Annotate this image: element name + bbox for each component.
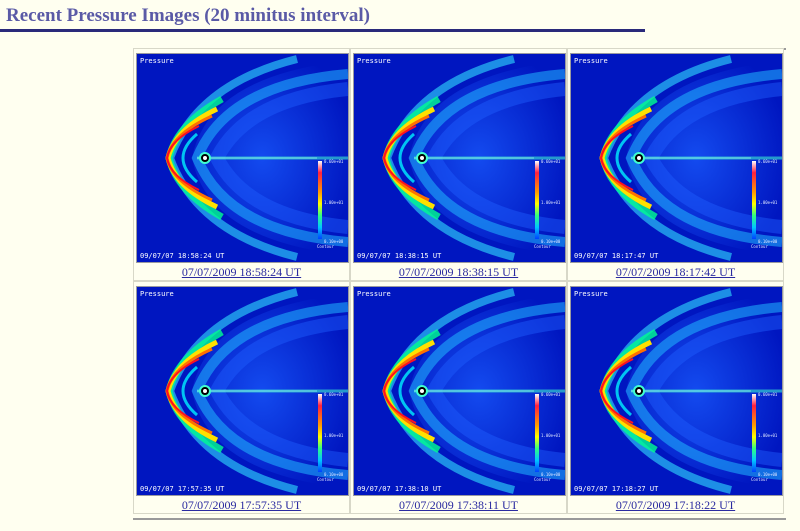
pressure-image-label: Pressure: [357, 57, 391, 65]
pressure-image-timestamp: 09/07/07 18:17:47 UT: [574, 252, 659, 260]
table-bottom-border: [133, 518, 786, 520]
page-title: Recent Pressure Images (20 minitus inter…: [6, 5, 370, 26]
colorbar-label: 0.60e+01: [758, 159, 778, 164]
image-timestamp-link[interactable]: 07/07/2009 18:17:42 UT: [615, 265, 736, 279]
pressure-image[interactable]: Pressure 09/07/07 18:17:47 UT 0.60e+01 1.00…: [570, 53, 783, 263]
colorbar-label: 1.00e+01: [758, 433, 778, 438]
pressure-image[interactable]: Pressure 09/07/07 17:57:35 UT 0.60e+01 1.00…: [136, 286, 349, 496]
image-cell: Pressure 09/07/07 17:38:10 UT 0.60e+01 1.00…: [350, 281, 567, 514]
colorbar-label: 1.00e+01: [324, 200, 344, 205]
colorbar-label: 1.00e+01: [324, 433, 344, 438]
title-divider: [0, 29, 645, 32]
pressure-image[interactable]: Pressure 09/07/07 17:38:10 UT 0.60e+01 1.00…: [353, 286, 566, 496]
image-timestamp-link[interactable]: 07/07/2009 17:38:11 UT: [399, 498, 518, 512]
image-timestamp-link[interactable]: 07/07/2009 17:18:22 UT: [615, 498, 736, 512]
colorbar-label: 1.00e+01: [758, 200, 778, 205]
pressure-image-timestamp: 09/07/07 17:38:10 UT: [357, 485, 442, 493]
colorbar-label: 0.60e+01: [324, 392, 344, 397]
image-cell: Pressure 09/07/07 18:17:47 UT 0.60e+01 1.00…: [567, 48, 784, 281]
colorbar-label: 0.60e+01: [541, 159, 561, 164]
pressure-image-label: Pressure: [140, 57, 174, 65]
colorbar-label: Contour: [317, 477, 334, 482]
colorbar-label: 0.10e+00: [758, 239, 778, 244]
image-timestamp-link[interactable]: 07/07/2009 17:57:35 UT: [181, 498, 302, 512]
pressure-image-label: Pressure: [574, 290, 608, 298]
colorbar-label: 0.60e+01: [324, 159, 344, 164]
pressure-image-label: Pressure: [357, 290, 391, 298]
colorbar-label: 0.60e+01: [541, 392, 561, 397]
image-cell: Pressure 09/07/07 18:38:15 UT 0.60e+01 1.00…: [350, 48, 567, 281]
colorbar-label: 1.00e+01: [541, 433, 561, 438]
colorbar-label: 0.10e+00: [541, 239, 561, 244]
pressure-image-label: Pressure: [140, 290, 174, 298]
colorbar-label: 0.10e+00: [758, 472, 778, 477]
colorbar-label: Contour: [317, 244, 334, 249]
pressure-image[interactable]: Pressure 09/07/07 17:18:27 UT 0.60e+01 1.00…: [570, 286, 783, 496]
pressure-image-timestamp: 09/07/07 17:57:35 UT: [140, 485, 225, 493]
image-cell: Pressure 09/07/07 17:57:35 UT 0.60e+01 1.00…: [133, 281, 350, 514]
pressure-image[interactable]: Pressure 09/07/07 18:58:24 UT 0.60e+01 1.00…: [136, 53, 349, 263]
image-timestamp-link[interactable]: 07/07/2009 18:38:15 UT: [398, 265, 519, 279]
pressure-image-timestamp: 09/07/07 18:38:15 UT: [357, 252, 442, 260]
pressure-image[interactable]: Pressure 09/07/07 18:38:15 UT 0.60e+01 1.00…: [353, 53, 566, 263]
pressure-image-label: Pressure: [574, 57, 608, 65]
colorbar-label: 1.00e+01: [541, 200, 561, 205]
colorbar-label: Contour: [751, 244, 768, 249]
colorbar-label: Contour: [534, 477, 551, 482]
image-cell: Pressure 09/07/07 17:18:27 UT 0.60e+01 1.00…: [567, 281, 784, 514]
colorbar-label: 0.10e+00: [324, 472, 344, 477]
colorbar-label: 0.60e+01: [758, 392, 778, 397]
image-cell: Pressure 09/07/07 18:58:24 UT 0.60e+01 1.00…: [133, 48, 350, 281]
colorbar-label: 0.10e+00: [541, 472, 561, 477]
image-timestamp-link[interactable]: 07/07/2009 18:58:24 UT: [181, 265, 302, 279]
pressure-image-timestamp: 09/07/07 17:18:27 UT: [574, 485, 659, 493]
colorbar-label: Contour: [534, 244, 551, 249]
colorbar-label: Contour: [751, 477, 768, 482]
pressure-image-timestamp: 09/07/07 18:58:24 UT: [140, 252, 225, 260]
colorbar-label: 0.10e+00: [324, 239, 344, 244]
